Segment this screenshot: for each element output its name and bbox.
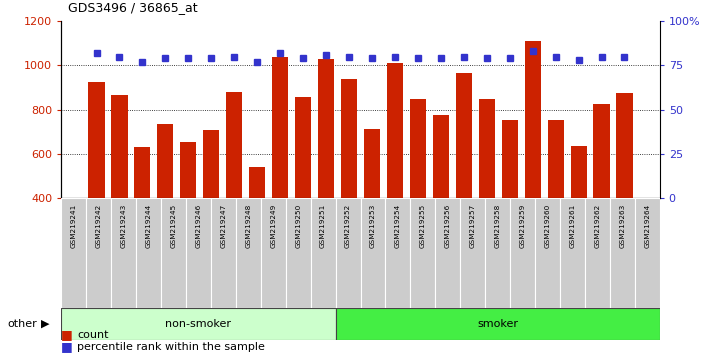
Bar (261, 198, 286, 308)
Bar (525, 41, 541, 198)
Bar (485, 198, 510, 308)
Bar (134, 147, 151, 198)
Text: smoker: smoker (477, 319, 518, 329)
Bar (460, 198, 485, 308)
Text: ■: ■ (61, 328, 73, 341)
Text: GSM219260: GSM219260 (544, 204, 551, 248)
Bar (295, 97, 311, 198)
Bar (560, 198, 585, 308)
Bar (226, 92, 242, 198)
Bar (89, 82, 105, 198)
Bar (335, 308, 660, 340)
Text: GSM219261: GSM219261 (570, 204, 575, 248)
Text: GSM219253: GSM219253 (370, 204, 376, 248)
Bar (435, 198, 460, 308)
Bar (535, 198, 560, 308)
Text: GSM219256: GSM219256 (445, 204, 451, 248)
Bar (610, 198, 634, 308)
Text: GSM219259: GSM219259 (520, 204, 526, 248)
Bar (272, 57, 288, 198)
Bar (386, 198, 410, 308)
Text: GSM219264: GSM219264 (645, 204, 650, 248)
Text: GSM219255: GSM219255 (420, 204, 426, 248)
Bar (634, 198, 660, 308)
Bar (180, 142, 196, 198)
Bar (236, 198, 261, 308)
Bar (593, 104, 609, 198)
Text: GSM219257: GSM219257 (469, 204, 476, 248)
Bar (502, 120, 518, 198)
Text: ■: ■ (61, 341, 73, 353)
Bar (456, 73, 472, 198)
Text: count: count (77, 330, 109, 339)
Bar (570, 146, 587, 198)
Bar (335, 198, 360, 308)
Bar (111, 198, 136, 308)
Text: GSM219248: GSM219248 (245, 204, 252, 248)
Text: GSM219242: GSM219242 (96, 204, 102, 248)
Bar (112, 95, 128, 198)
Text: GSM219250: GSM219250 (295, 204, 301, 248)
Bar (186, 198, 211, 308)
Bar (360, 198, 386, 308)
Text: non-smoker: non-smoker (165, 319, 231, 329)
Bar (249, 167, 265, 198)
Bar (87, 198, 111, 308)
Bar (410, 99, 426, 198)
Text: GSM219262: GSM219262 (594, 204, 601, 248)
Text: GSM219249: GSM219249 (270, 204, 276, 248)
Text: GSM219247: GSM219247 (221, 204, 226, 248)
Bar (211, 198, 236, 308)
Bar (61, 198, 87, 308)
Bar (547, 120, 564, 198)
Bar (616, 93, 632, 198)
Bar (157, 124, 174, 198)
Text: GSM219246: GSM219246 (195, 204, 201, 248)
Bar (585, 198, 610, 308)
Text: percentile rank within the sample: percentile rank within the sample (77, 342, 265, 352)
Bar (136, 198, 161, 308)
Text: GSM219258: GSM219258 (495, 204, 500, 248)
Bar (203, 130, 219, 198)
Text: GSM219243: GSM219243 (120, 204, 127, 248)
Text: GSM219263: GSM219263 (619, 204, 625, 248)
Text: GSM219251: GSM219251 (320, 204, 326, 248)
Text: GSM219244: GSM219244 (146, 204, 151, 248)
Bar (433, 115, 449, 198)
Bar (61, 308, 335, 340)
Bar (410, 198, 435, 308)
Bar (364, 129, 380, 198)
Bar (341, 79, 357, 198)
Bar (510, 198, 535, 308)
Text: GSM219252: GSM219252 (345, 204, 351, 248)
Bar (318, 59, 334, 198)
Bar (286, 198, 311, 308)
Text: ▶: ▶ (41, 319, 50, 329)
Bar (311, 198, 335, 308)
Text: GDS3496 / 36865_at: GDS3496 / 36865_at (68, 1, 198, 14)
Text: GSM219241: GSM219241 (71, 204, 76, 248)
Bar (479, 99, 495, 198)
Text: GSM219254: GSM219254 (395, 204, 401, 248)
Bar (161, 198, 186, 308)
Text: GSM219245: GSM219245 (170, 204, 177, 248)
Text: other: other (7, 319, 37, 329)
Bar (387, 63, 403, 198)
